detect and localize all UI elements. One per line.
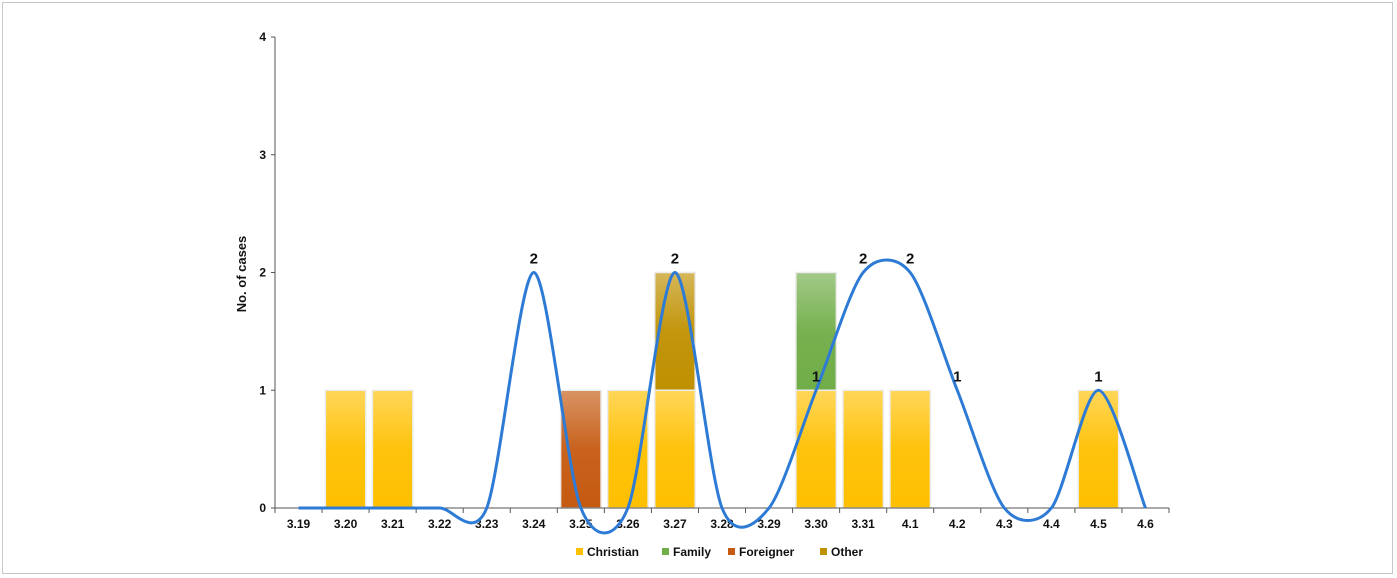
x-tick-label: 3.31	[851, 517, 875, 531]
x-tick-label: 3.19	[287, 517, 311, 531]
legend-swatch-other	[820, 548, 827, 555]
trend-line-path	[298, 258, 1147, 535]
legend: Christian Family Foreigner Other	[576, 545, 863, 559]
data-labels: 2 2 1 2 2 1 1	[530, 251, 1103, 386]
x-tick-label: 4.2	[949, 517, 966, 531]
bar-christian-3.26	[606, 389, 649, 509]
x-tick-label: 3.29	[757, 517, 781, 531]
chart-svg: No. of cases 0 1 2 3 4 3.19 3.20 3.21 3.22 3.23 3…	[234, 30, 1170, 559]
legend-label-family: Family	[673, 545, 711, 559]
bar-foreigner-3.25	[559, 389, 602, 509]
data-label-4.2: 1	[953, 368, 961, 385]
bar-christian-3.27	[653, 389, 696, 509]
bar-christian-4.1	[889, 389, 932, 509]
x-tick-label: 3.30	[804, 517, 828, 531]
data-label-3.27: 2	[671, 251, 679, 268]
data-label-3.24: 2	[530, 251, 538, 268]
legend-label-christian: Christian	[587, 545, 639, 559]
data-label-4.1: 2	[906, 251, 914, 268]
y-tick-label: 2	[259, 266, 266, 280]
legend-swatch-christian	[576, 548, 583, 555]
y-tick-label: 3	[259, 148, 266, 162]
y-tick-label: 0	[259, 501, 266, 515]
legend-label-other: Other	[831, 545, 863, 559]
bar-christian-3.21	[371, 389, 414, 509]
data-label-3.30: 1	[812, 368, 820, 385]
legend-swatch-family	[662, 548, 669, 555]
x-tick-label: 4.4	[1043, 517, 1060, 531]
data-label-3.31: 2	[859, 251, 867, 268]
bar-other-3.27	[653, 271, 696, 391]
bars	[324, 271, 1120, 509]
x-tick-label: 3.23	[475, 517, 499, 531]
y-tick-label: 4	[259, 30, 266, 44]
y-axis-title: No. of cases	[234, 236, 249, 313]
x-tick-labels: 3.19 3.20 3.21 3.22 3.23 3.24 3.25 3.26 3.27 3.28…	[287, 517, 1154, 531]
x-tick-label: 4.3	[996, 517, 1013, 531]
x-tick-label: 4.5	[1090, 517, 1107, 531]
x-tick-label: 4.6	[1137, 517, 1154, 531]
trend-line	[298, 258, 1147, 535]
x-tick-label: 3.22	[428, 517, 452, 531]
bar-family-3.30	[795, 271, 838, 391]
y-tick-labels: 0 1 2 3 4	[259, 30, 266, 515]
x-tick-label: 3.20	[334, 517, 358, 531]
bar-christian-3.31	[842, 389, 885, 509]
x-tick-label: 3.27	[663, 517, 687, 531]
x-tick-label: 3.21	[381, 517, 405, 531]
bar-christian-3.20	[324, 389, 367, 509]
x-tick-label: 4.1	[902, 517, 919, 531]
legend-swatch-foreigner	[728, 548, 735, 555]
x-tick-label: 3.24	[522, 517, 546, 531]
bar-christian-3.30	[795, 389, 838, 509]
legend-label-foreigner: Foreigner	[739, 545, 795, 559]
data-label-4.5: 1	[1094, 368, 1102, 385]
y-tick-label: 1	[259, 383, 266, 397]
